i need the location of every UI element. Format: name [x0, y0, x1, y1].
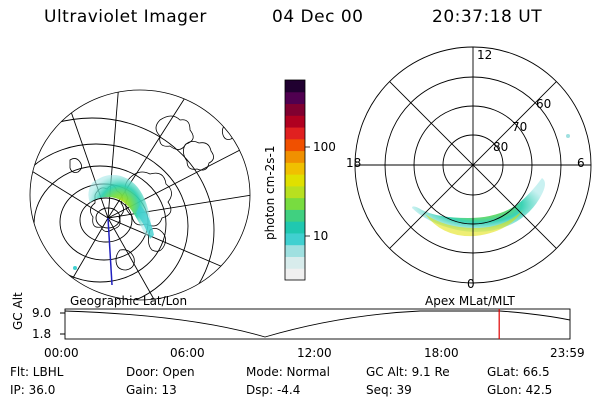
info-glat: GLat: 66.5	[487, 365, 550, 379]
alt-xtick-0: 00:00	[44, 346, 79, 360]
colorbar-cell	[285, 103, 305, 116]
info-mode: Mode: Normal	[246, 365, 330, 379]
colorbar	[284, 79, 310, 281]
colorbar-cell	[285, 209, 305, 222]
info-dsp: Dsp: -4.4	[246, 383, 301, 397]
mlt-label-0: 0	[467, 277, 475, 291]
info-ip: IP: 36.0	[10, 383, 56, 397]
colorbar-cell	[285, 162, 305, 175]
colorbar-tick-10: 10	[313, 229, 329, 243]
lat-label-80: 80	[493, 140, 509, 154]
colorbar-cell	[285, 256, 305, 269]
colorbar-cell	[285, 268, 305, 281]
colorbar-cell	[285, 150, 305, 163]
colorbar-unit-label: photon cm-2s-1	[263, 145, 277, 241]
info-seq: Seq: 39	[366, 383, 412, 397]
colorbar-cell	[285, 197, 305, 210]
geographic-label: Geographic Lat/Lon	[70, 294, 188, 308]
alt-xtick-18: 18:00	[424, 346, 459, 360]
lat-label-70: 70	[512, 120, 528, 134]
info-filter: Flt: LBHL	[10, 365, 64, 379]
date-label: 04 Dec 00	[272, 7, 364, 27]
mlt-label-6: 6	[577, 156, 585, 170]
info-door: Door: Open	[126, 365, 195, 379]
alt-ytick-9: 9.0	[32, 306, 52, 320]
lat-label-60: 60	[536, 97, 552, 111]
alt-xtick-12: 12:00	[297, 346, 332, 360]
colorbar-cell	[285, 185, 305, 199]
colorbar-cell	[285, 91, 305, 105]
colorbar-cell	[285, 127, 305, 140]
colorbar-cell	[285, 138, 305, 152]
alt-xtick-6: 06:00	[170, 346, 205, 360]
polar-map	[354, 46, 592, 284]
colorbar-tick-100: 100	[313, 140, 336, 154]
colorbar-cell	[285, 244, 305, 257]
colorbar-cell	[285, 174, 305, 187]
apex-label: Apex MLat/MLT	[425, 294, 515, 308]
info-gc-alt: GC Alt: 9.1 Re	[366, 365, 450, 379]
alt-ytick-1: 1.8	[32, 327, 52, 341]
alt-xtick-24: 23:59	[550, 346, 585, 360]
colorbar-cell	[285, 115, 305, 128]
mlt-label-12: 12	[477, 48, 493, 62]
mlt-label-18: 18	[346, 156, 362, 170]
time-label: 20:37:18 UT	[432, 7, 543, 27]
geographic-map	[29, 89, 251, 301]
info-gain: Gain: 13	[126, 383, 177, 397]
info-glon: GLon: 42.5	[487, 383, 553, 397]
alt-ylabel: GC Alt	[11, 292, 25, 330]
altitude-plot	[60, 308, 571, 340]
instrument-title: Ultraviolet Imager	[44, 7, 207, 27]
colorbar-cell	[285, 232, 305, 246]
colorbar-cell	[285, 80, 305, 93]
colorbar-cell	[285, 221, 305, 234]
